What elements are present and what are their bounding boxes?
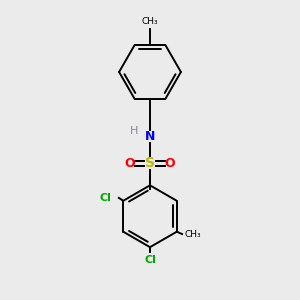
Text: Cl: Cl xyxy=(144,254,156,265)
Text: N: N xyxy=(145,130,155,143)
Text: Cl: Cl xyxy=(100,193,111,203)
Text: S: S xyxy=(145,156,155,170)
Text: O: O xyxy=(165,157,175,170)
Text: O: O xyxy=(125,157,135,170)
Text: CH₃: CH₃ xyxy=(142,17,158,26)
Text: CH₃: CH₃ xyxy=(184,230,201,238)
Text: H: H xyxy=(130,126,138,136)
